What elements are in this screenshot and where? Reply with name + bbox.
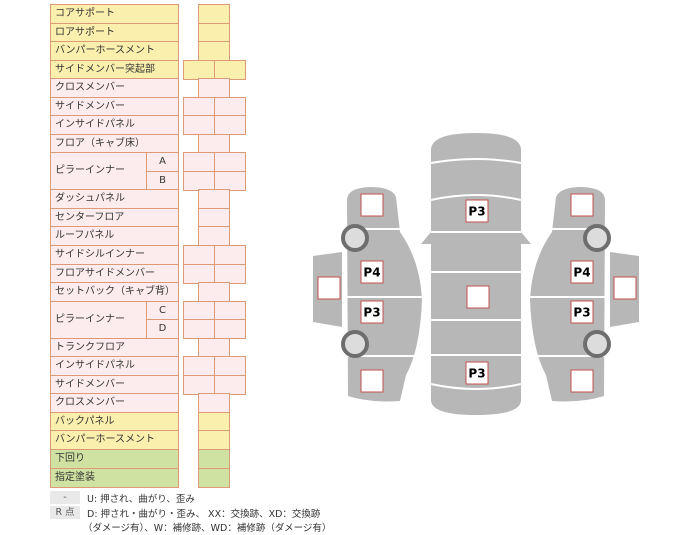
part-label: ピラーインナー xyxy=(50,301,147,339)
damage-code: P4 xyxy=(363,266,380,280)
wheel-icon xyxy=(341,330,369,358)
damage-box-right-rear[interactable] xyxy=(570,369,594,393)
legend-text-u: U: 押され、曲がり、歪み xyxy=(87,494,195,505)
damage-code: P3 xyxy=(468,205,485,219)
damage-box-right-door-front[interactable]: P4 xyxy=(570,260,594,284)
part-label: ピラーインナー xyxy=(50,152,147,190)
damage-box-center-front[interactable]: P3 xyxy=(465,199,489,223)
damage-box-left-outer[interactable] xyxy=(317,276,341,300)
damage-box-center-mid[interactable] xyxy=(466,285,490,309)
damage-box-left-door-rear[interactable]: P3 xyxy=(360,300,384,324)
damage-box-right-outer[interactable] xyxy=(613,276,637,300)
damage-box-right-front[interactable] xyxy=(570,193,594,217)
check-cell-right[interactable] xyxy=(214,375,246,395)
check-cell-right[interactable] xyxy=(214,171,246,191)
damage-box-left-front[interactable] xyxy=(360,193,384,217)
car-body-top-view xyxy=(421,133,531,415)
legend-key-dash: - xyxy=(50,491,80,504)
damage-code: P3 xyxy=(573,306,590,320)
damage-box-center-rear[interactable]: P3 xyxy=(465,361,489,385)
damage-box-left-door-front[interactable]: P4 xyxy=(360,260,384,284)
wheel-icon xyxy=(583,224,611,252)
check-cell-right[interactable] xyxy=(214,115,246,135)
damage-code: P3 xyxy=(363,306,380,320)
wheel-icon xyxy=(341,224,369,252)
damage-code: P3 xyxy=(468,367,485,381)
wheel-icon xyxy=(583,330,611,358)
car-right-side xyxy=(530,187,605,402)
legend-key-r: R 点 xyxy=(50,506,80,519)
check-cell[interactable] xyxy=(198,468,230,488)
legend-text-d2: （ダメージ有）、W：補修跡、WD：補修跡（ダメージ有） xyxy=(83,523,332,534)
damage-code: P4 xyxy=(573,266,590,280)
legend-text-d: D: 押され・曲がり・歪み、 XX：交換跡、XD：交換跡 xyxy=(87,509,321,520)
check-cell-right[interactable] xyxy=(214,264,246,284)
check-cell-right[interactable] xyxy=(214,60,246,80)
part-label: 指定塗装 xyxy=(50,468,179,488)
damage-box-left-rear[interactable] xyxy=(360,369,384,393)
check-cell-right[interactable] xyxy=(214,319,246,339)
damage-box-right-door-rear[interactable]: P3 xyxy=(570,300,594,324)
car-left-side xyxy=(347,187,422,402)
